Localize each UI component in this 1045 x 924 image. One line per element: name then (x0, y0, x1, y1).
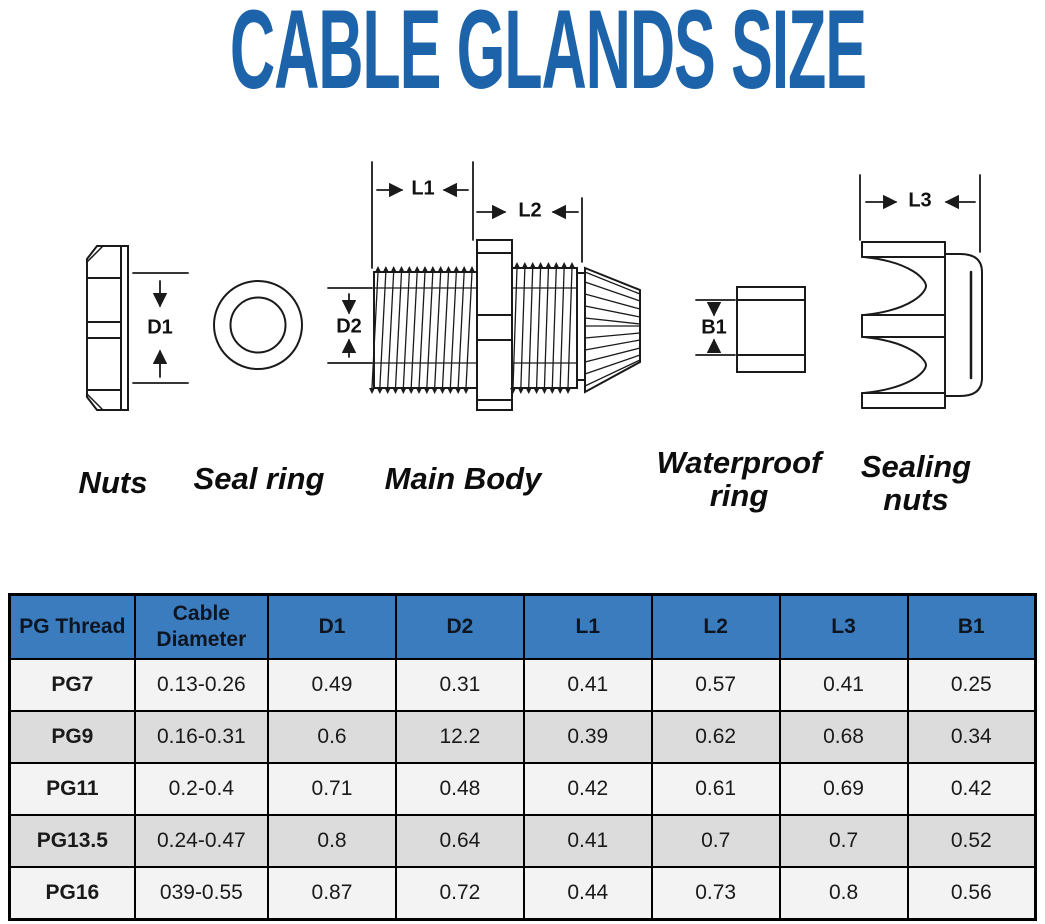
part-label-sealing-nuts: Sealing nuts (860, 449, 972, 517)
table-cell: 0.68 (778, 710, 909, 764)
table-cell: 0.25 (906, 658, 1037, 712)
table-cell: 0.42 (906, 762, 1037, 816)
table-cell: 0.61 (650, 762, 781, 816)
dim-label-d2: D2 (336, 315, 362, 338)
table-cell: 0.57 (650, 658, 781, 712)
table-cell: 0.42 (522, 762, 653, 816)
table-cell: 0.44 (522, 866, 653, 921)
table-row: PG11 0.2-0.4 0.71 0.48 0.42 0.61 0.69 0.… (8, 762, 1037, 816)
table-cell: PG13.5 (8, 814, 136, 868)
table-cell: 0.16-0.31 (133, 710, 270, 764)
table-cell: 0.31 (394, 658, 525, 712)
table-cell: 0.34 (906, 710, 1037, 764)
table-cell: 0.41 (522, 814, 653, 868)
part-label-seal-ring: Seal ring (193, 461, 325, 496)
sealing-nuts-drawing (861, 241, 983, 409)
column-header-l2: L2 (650, 593, 781, 660)
table-cell: 0.39 (522, 710, 653, 764)
table-cell: 0.64 (394, 814, 525, 868)
table-cell: 0.24-0.47 (133, 814, 270, 868)
table-header-row: PG Thread Cable Diameter D1 D2 L1 L2 L3 … (8, 593, 1037, 660)
seal-ring-drawing (213, 280, 303, 370)
l3-dimension-lines (859, 174, 981, 253)
nuts-drawing (86, 245, 129, 411)
page-title: CABLE GLANDS SIZE (229, 0, 867, 112)
table-cell: 0.87 (267, 866, 397, 921)
d1-dimension-lines (132, 272, 189, 384)
table-cell: 0.52 (906, 814, 1037, 868)
column-header-l3: L3 (778, 593, 909, 660)
column-header-l1: L1 (522, 593, 653, 660)
table-cell: 0.2-0.4 (133, 762, 270, 816)
table-cell: 0.49 (267, 658, 397, 712)
table-row: PG7 0.13-0.26 0.49 0.31 0.41 0.57 0.41 0… (8, 658, 1037, 712)
dim-label-l1: L1 (411, 177, 435, 200)
waterproof-ring-drawing (736, 286, 806, 373)
table-cell: 0.8 (778, 866, 909, 921)
column-header-cable-diameter: Cable Diameter (133, 593, 270, 660)
table-cell: PG9 (8, 710, 136, 764)
column-header-pg-thread: PG Thread (8, 593, 136, 660)
table-cell: 0.13-0.26 (133, 658, 270, 712)
table-cell: 0.41 (522, 658, 653, 712)
table-cell: 0.69 (778, 762, 909, 816)
table-cell: 0.56 (906, 866, 1037, 921)
part-label-nuts: Nuts (78, 465, 148, 500)
table-cell: 0.48 (394, 762, 525, 816)
table-row: PG9 0.16-0.31 0.6 12.2 0.39 0.62 0.68 0.… (8, 710, 1037, 764)
table-row: PG13.5 0.24-0.47 0.8 0.64 0.41 0.7 0.7 0… (8, 814, 1037, 868)
table-cell: 0.7 (650, 814, 781, 868)
dim-label-l2: L2 (518, 199, 542, 222)
table-cell: 0.7 (778, 814, 909, 868)
table-cell: PG16 (8, 866, 136, 921)
part-label-main-body: Main Body (384, 461, 542, 496)
column-header-b1: B1 (906, 593, 1037, 660)
b1-dimension-lines (695, 299, 736, 356)
table-cell: PG7 (8, 658, 136, 712)
main-body-drawing (369, 239, 641, 411)
dim-label-b1: B1 (701, 316, 727, 339)
column-header-d1: D1 (267, 593, 397, 660)
column-header-d2: D2 (394, 593, 525, 660)
dim-label-d1: D1 (147, 316, 173, 339)
main-body-dimension-lines (327, 161, 583, 364)
table-cell: 0.72 (394, 866, 525, 921)
cable-gland-diagram (86, 161, 983, 411)
table-cell: 0.41 (778, 658, 909, 712)
dim-label-l3: L3 (908, 189, 932, 212)
table-cell: 039-0.55 (133, 866, 270, 921)
table-cell: PG11 (8, 762, 136, 816)
table-cell: 12.2 (394, 710, 525, 764)
size-table: PG Thread Cable Diameter D1 D2 L1 L2 L3 … (8, 593, 1037, 921)
table-cell: 0.71 (267, 762, 397, 816)
table-cell: 0.8 (267, 814, 397, 868)
table-cell: 0.73 (650, 866, 781, 921)
part-label-waterproof-ring: Waterproof ring (656, 445, 822, 513)
table-cell: 0.6 (267, 710, 397, 764)
table-row: PG16 039-0.55 0.87 0.72 0.44 0.73 0.8 0.… (8, 866, 1037, 921)
table-cell: 0.62 (650, 710, 781, 764)
